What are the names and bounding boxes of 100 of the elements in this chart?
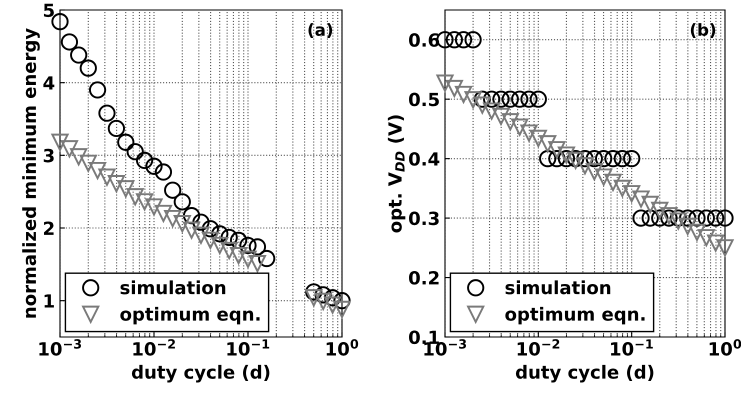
point [464, 31, 482, 48]
point [604, 174, 622, 192]
y-tick-label: 1 [44, 294, 54, 308]
point [248, 254, 266, 272]
point [595, 168, 612, 186]
x-tick-label: 10$^{0}$ [326, 339, 358, 356]
point [539, 135, 556, 152]
point [446, 31, 463, 48]
y-tick-label: 0.3 [409, 212, 439, 226]
point [670, 212, 687, 230]
y-tick-label: 5 [44, 4, 54, 18]
point [698, 229, 715, 246]
y-tick-label: 3 [44, 148, 54, 162]
point [446, 80, 463, 98]
point [576, 150, 594, 168]
point [230, 247, 248, 264]
x-axis-title: duty cycle (d) [132, 364, 270, 383]
point [632, 209, 650, 227]
x-tick-label: 10$^{−1}$ [611, 339, 653, 356]
point [230, 232, 248, 249]
point [154, 163, 172, 181]
point [154, 204, 172, 222]
x-axis-title: duty cycle (d) [516, 364, 654, 383]
point [436, 74, 454, 92]
point [239, 250, 257, 268]
point [492, 108, 510, 126]
point [688, 209, 706, 227]
point [623, 150, 640, 168]
point [333, 300, 351, 318]
point [174, 193, 191, 210]
legend-label: simulation [506, 280, 610, 294]
point [182, 207, 200, 224]
point [520, 90, 538, 108]
point [164, 210, 182, 228]
point [145, 198, 163, 216]
point [454, 86, 472, 104]
point [108, 120, 126, 138]
point [98, 168, 116, 186]
point [474, 96, 491, 114]
point [483, 102, 500, 120]
point [117, 180, 134, 198]
x-tick-label: 10$^{−3}$ [39, 339, 82, 356]
point [202, 220, 220, 238]
point [688, 224, 706, 241]
point [220, 228, 238, 246]
point [511, 118, 528, 136]
point [548, 150, 566, 168]
point [539, 150, 556, 168]
legend-label: simulation [120, 280, 226, 294]
point [502, 90, 519, 108]
point [604, 150, 622, 168]
point [502, 113, 519, 130]
point [136, 193, 154, 210]
point [558, 146, 576, 164]
point [70, 148, 88, 166]
point [220, 242, 238, 260]
point [60, 140, 78, 158]
y-tick-label: 2 [44, 221, 54, 235]
point [80, 154, 97, 172]
point [595, 150, 612, 168]
point [117, 134, 134, 151]
point [548, 141, 566, 158]
point [651, 202, 668, 219]
point [324, 289, 342, 306]
legend-label: optimum eqn. [120, 306, 260, 324]
point [70, 46, 88, 64]
point [239, 236, 257, 254]
x-tick-label: 10$^{−2}$ [133, 339, 175, 356]
point [511, 90, 528, 108]
point [164, 182, 182, 199]
y-tick-label: 0.2 [409, 271, 439, 285]
point [530, 90, 547, 108]
point [679, 218, 696, 236]
point [642, 196, 659, 214]
point [258, 250, 276, 268]
point [305, 283, 322, 301]
point [314, 292, 332, 310]
point [483, 90, 500, 108]
y-tick-label: 0.5 [409, 92, 439, 106]
point [576, 157, 594, 174]
point [642, 209, 659, 227]
point [126, 188, 144, 206]
point [324, 296, 342, 314]
point [698, 209, 715, 227]
point [454, 31, 472, 48]
point [716, 209, 734, 227]
point [474, 90, 491, 108]
point [492, 90, 510, 108]
point [202, 232, 220, 249]
point [520, 124, 538, 142]
point [530, 130, 547, 148]
point [558, 150, 576, 168]
point [136, 152, 154, 170]
annotation: (b) [690, 23, 716, 38]
point [211, 225, 228, 242]
y-tick-label: 0.4 [409, 152, 440, 166]
point [333, 292, 351, 310]
point [211, 236, 228, 254]
point [614, 180, 631, 197]
point [716, 239, 734, 256]
